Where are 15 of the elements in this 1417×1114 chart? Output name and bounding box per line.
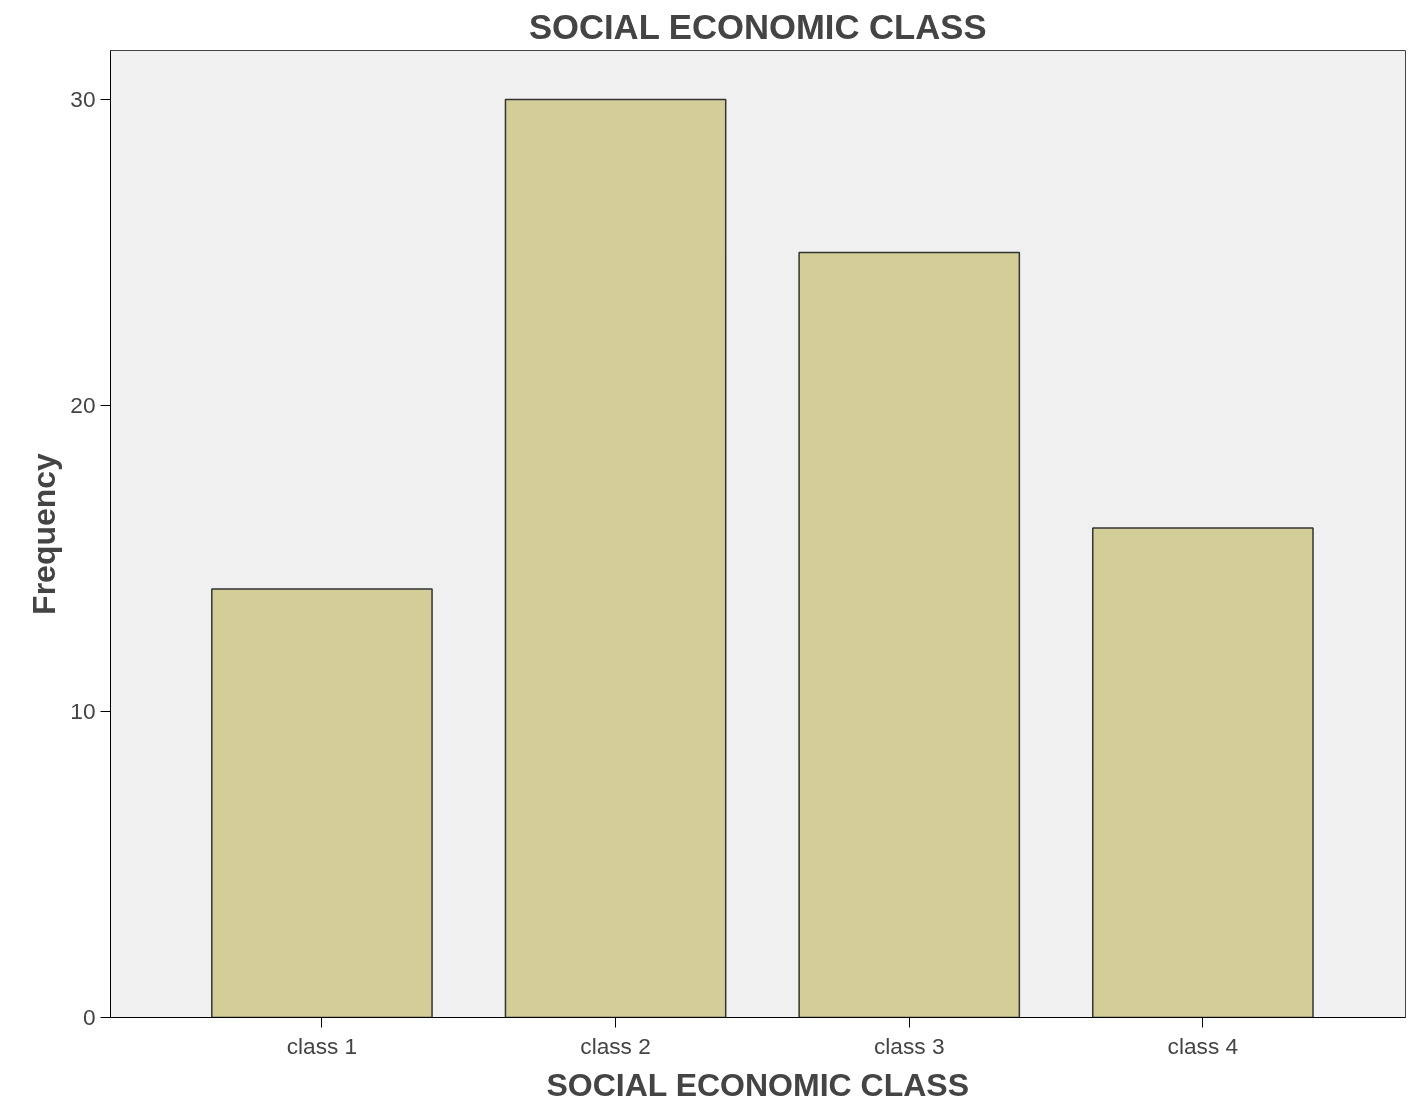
bar xyxy=(1092,527,1314,1018)
x-tick-label: class 1 xyxy=(286,1032,358,1059)
y-tick-label: 20 xyxy=(70,391,96,418)
y-tick-label: 30 xyxy=(70,85,96,112)
x-tick-label: class 2 xyxy=(580,1032,651,1059)
x-axis-title: SOCIAL ECONOMIC CLASS xyxy=(546,1066,969,1103)
y-axis-title: Frequency xyxy=(26,452,63,615)
x-tick-label: class 4 xyxy=(1167,1032,1239,1059)
bar xyxy=(798,251,1021,1018)
y-tick-label: 0 xyxy=(82,1004,96,1030)
y-tick-label: 10 xyxy=(70,697,96,724)
bar xyxy=(504,98,727,1018)
bar xyxy=(211,588,433,1018)
x-tick-label: class 3 xyxy=(873,1032,945,1059)
chart-title: SOCIAL ECONOMIC CLASS xyxy=(528,7,987,46)
